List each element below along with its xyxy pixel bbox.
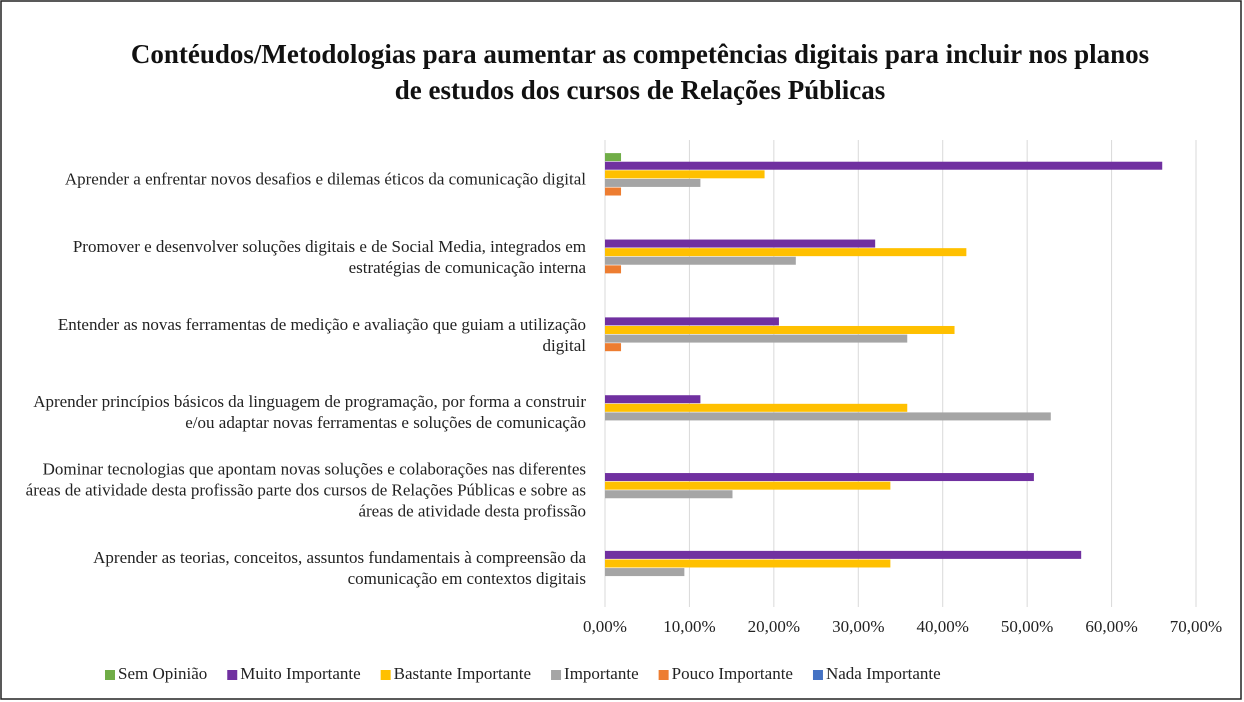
bar bbox=[605, 550, 1082, 559]
x-tick-label: 40,00% bbox=[917, 617, 969, 636]
bar bbox=[605, 481, 891, 490]
bar bbox=[605, 317, 779, 326]
x-tick-label: 70,00% bbox=[1170, 617, 1222, 636]
bar bbox=[605, 403, 908, 412]
legend-label: Bastante Importante bbox=[394, 664, 531, 683]
x-tick-label: 10,00% bbox=[663, 617, 715, 636]
bar bbox=[605, 412, 1051, 421]
legend-swatch bbox=[380, 670, 391, 680]
legend-label: Importante bbox=[564, 664, 639, 683]
x-tick-label: 0,00% bbox=[583, 617, 627, 636]
legend-swatch bbox=[227, 670, 238, 680]
category-label: Aprender princípios básicos da linguagem… bbox=[33, 392, 586, 433]
x-tick-label: 30,00% bbox=[832, 617, 884, 636]
category-label: Aprender as teorias, conceitos, assuntos… bbox=[93, 548, 586, 589]
legend-label: Pouco Importante bbox=[672, 664, 793, 683]
bar bbox=[605, 568, 685, 577]
legend-swatch bbox=[105, 670, 115, 680]
bar bbox=[605, 395, 701, 404]
bar bbox=[605, 178, 701, 187]
bar bbox=[605, 325, 955, 334]
bar bbox=[605, 490, 733, 499]
category-label: Promover e desenvolver soluções digitais… bbox=[72, 236, 586, 277]
bar bbox=[605, 170, 765, 179]
legend-swatch bbox=[658, 670, 669, 680]
category-label: Dominar tecnologias que apontam novas so… bbox=[25, 459, 586, 521]
category-label: Entender as novas ferramentas de medição… bbox=[57, 314, 586, 355]
category-label: Aprender a enfrentar novos desafios e di… bbox=[64, 169, 586, 189]
x-tick-label: 60,00% bbox=[1085, 617, 1137, 636]
legend-swatch bbox=[812, 670, 823, 680]
bar bbox=[605, 343, 622, 352]
bar bbox=[605, 559, 891, 568]
x-tick-label: 50,00% bbox=[1001, 617, 1053, 636]
bar bbox=[605, 473, 1034, 482]
bar bbox=[605, 265, 622, 274]
legend-label: Sem Opinião bbox=[118, 664, 207, 683]
bar bbox=[605, 153, 622, 162]
bar bbox=[605, 239, 876, 248]
bar bbox=[605, 334, 908, 343]
legend-label: Nada Importante bbox=[826, 664, 941, 683]
bar bbox=[605, 256, 796, 265]
legend-swatch bbox=[551, 670, 562, 680]
x-tick-label: 20,00% bbox=[748, 617, 800, 636]
bar bbox=[605, 187, 622, 196]
chart-title: Contéudos/Metodologias para aumentar as … bbox=[130, 39, 1150, 105]
bar bbox=[605, 161, 1163, 170]
bar bbox=[605, 248, 967, 257]
legend-label: Muito Importante bbox=[240, 664, 360, 683]
